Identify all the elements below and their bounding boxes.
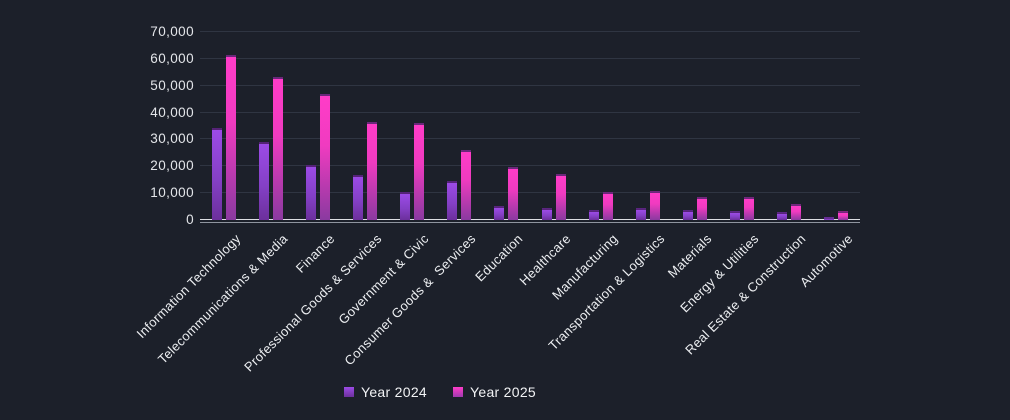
gridline bbox=[200, 192, 860, 194]
bar-year-2024 bbox=[635, 208, 646, 220]
legend-swatch-year-2025-icon bbox=[453, 387, 463, 397]
bar-year-2025 bbox=[555, 174, 566, 220]
y-tick-label: 50,000 bbox=[150, 77, 194, 93]
bar-year-2024 bbox=[211, 127, 222, 220]
x-category-label: Government & Civic bbox=[335, 231, 432, 328]
x-category-label: Healthcare bbox=[515, 231, 574, 289]
bar-year-2024 bbox=[305, 164, 316, 220]
x-category-label: Telecommunications & Media bbox=[154, 231, 291, 367]
y-tick-label: 40,000 bbox=[150, 104, 194, 120]
bar-year-2024 bbox=[777, 212, 788, 220]
gridline bbox=[200, 165, 860, 167]
bar-year-2024 bbox=[447, 181, 458, 220]
bar-group bbox=[341, 32, 388, 220]
bar-year-2025 bbox=[649, 191, 660, 220]
x-category-label: Consumer Goods & Services bbox=[341, 231, 479, 369]
bar-group bbox=[200, 32, 247, 220]
x-category-label: Energy & Utilities bbox=[677, 231, 762, 316]
bar-group bbox=[294, 32, 341, 220]
bar-year-2025 bbox=[791, 203, 802, 220]
x-category-label: Professional Goods & Services bbox=[241, 231, 385, 375]
plot-area bbox=[200, 31, 860, 223]
bar-year-2024 bbox=[588, 210, 599, 220]
x-category-label: Information Technology bbox=[133, 231, 244, 342]
bar-year-2025 bbox=[508, 166, 519, 220]
x-axis-line bbox=[200, 219, 860, 223]
x-category-label: Finance bbox=[292, 231, 338, 276]
legend: Year 2024 Year 2025 bbox=[0, 384, 880, 400]
bar-group bbox=[671, 32, 718, 220]
bar-year-2024 bbox=[682, 210, 693, 220]
gridline bbox=[200, 31, 860, 32]
bar-group bbox=[719, 32, 766, 220]
x-category-label: Education bbox=[472, 231, 527, 285]
bar-year-2025 bbox=[461, 150, 472, 220]
y-tick-label: 10,000 bbox=[150, 185, 194, 201]
bar-group bbox=[624, 32, 671, 220]
bar-group bbox=[389, 32, 436, 220]
y-tick-label: 30,000 bbox=[150, 131, 194, 147]
bar-year-2025 bbox=[602, 191, 613, 220]
legend-item-year-2024: Year 2024 bbox=[343, 384, 427, 400]
x-category-label: Real Estate & Construction bbox=[682, 231, 809, 358]
bar-year-2024 bbox=[258, 142, 269, 220]
x-category-label: Automotive bbox=[797, 231, 857, 290]
x-category-label: Transportation & Logistics bbox=[545, 231, 668, 354]
x-category-label: Materials bbox=[664, 231, 715, 281]
y-tick-label: 60,000 bbox=[150, 50, 194, 66]
gridline bbox=[200, 111, 860, 113]
bar-group bbox=[766, 32, 813, 220]
bar-year-2025 bbox=[414, 123, 425, 220]
bar-year-2024 bbox=[824, 217, 835, 220]
legend-item-year-2025: Year 2025 bbox=[453, 384, 536, 400]
gridline bbox=[200, 57, 860, 59]
legend-label-year-2025: Year 2025 bbox=[470, 384, 537, 400]
bar-group bbox=[247, 32, 294, 220]
x-category-label: Manufacturing bbox=[548, 231, 621, 303]
bar-year-2025 bbox=[272, 76, 283, 220]
gridline bbox=[200, 138, 860, 140]
y-tick-label: 70,000 bbox=[150, 24, 194, 39]
bar-group bbox=[483, 32, 530, 220]
bar-year-2025 bbox=[838, 211, 849, 220]
bar-group bbox=[813, 32, 860, 220]
bar-group bbox=[436, 32, 483, 220]
legend-swatch-year-2024-icon bbox=[343, 387, 354, 397]
bar-year-2025 bbox=[366, 121, 377, 220]
gridline bbox=[200, 84, 860, 86]
bar-year-2025 bbox=[319, 93, 330, 220]
bar-group bbox=[577, 32, 624, 220]
y-tick-label: 20,000 bbox=[150, 158, 194, 174]
bar-year-2024 bbox=[730, 210, 741, 220]
y-tick-label: 0 bbox=[186, 212, 194, 227]
bar-year-2024 bbox=[352, 175, 363, 220]
bar-year-2024 bbox=[541, 207, 552, 220]
bar-year-2025 bbox=[744, 197, 755, 220]
bar-group bbox=[530, 32, 577, 220]
bar-year-2024 bbox=[494, 205, 505, 220]
bar-year-2025 bbox=[696, 197, 707, 220]
bar-year-2025 bbox=[225, 54, 236, 220]
bar-year-2024 bbox=[400, 192, 411, 220]
legend-label-year-2024: Year 2024 bbox=[360, 384, 427, 400]
